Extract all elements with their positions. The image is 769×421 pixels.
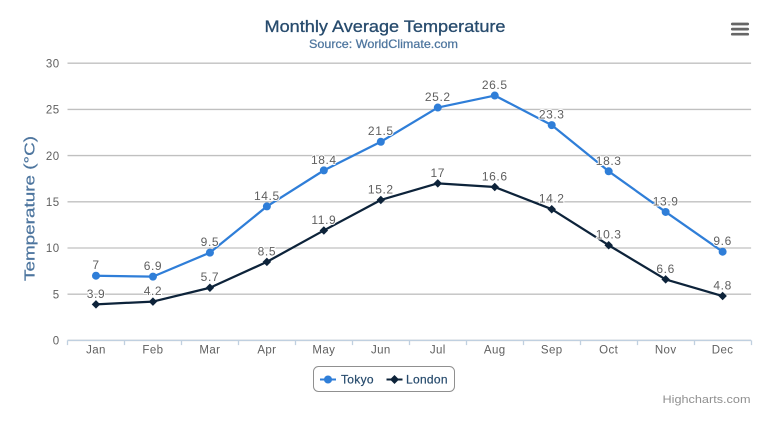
svg-text:Highcharts.com: Highcharts.com <box>663 394 751 406</box>
svg-text:6.6: 6.6 <box>656 262 674 276</box>
svg-text:5.7: 5.7 <box>201 270 219 284</box>
svg-text:Mar: Mar <box>199 345 220 357</box>
svg-text:17: 17 <box>430 166 445 180</box>
svg-text:4.8: 4.8 <box>713 279 731 293</box>
svg-text:Source: WorldClimate.com: Source: WorldClimate.com <box>309 37 458 51</box>
svg-text:16.6: 16.6 <box>482 170 508 184</box>
svg-text:Jul: Jul <box>430 345 446 357</box>
svg-text:10: 10 <box>46 243 60 255</box>
svg-text:Tokyo: Tokyo <box>341 373 374 387</box>
svg-text:Feb: Feb <box>142 345 163 357</box>
svg-text:13.9: 13.9 <box>653 194 679 208</box>
svg-text:8.5: 8.5 <box>258 244 276 258</box>
svg-text:0: 0 <box>53 336 60 348</box>
svg-text:9.6: 9.6 <box>713 234 731 248</box>
svg-text:30: 30 <box>46 58 60 70</box>
svg-text:Monthly Average Temperature: Monthly Average Temperature <box>265 17 506 36</box>
svg-text:Jan: Jan <box>86 345 106 357</box>
svg-text:Nov: Nov <box>655 345 677 357</box>
svg-text:London: London <box>406 373 448 387</box>
svg-text:18.3: 18.3 <box>596 154 622 168</box>
svg-text:26.5: 26.5 <box>482 78 508 92</box>
svg-text:23.3: 23.3 <box>539 108 565 122</box>
svg-text:4.2: 4.2 <box>144 284 162 298</box>
svg-text:14.5: 14.5 <box>254 189 280 203</box>
svg-text:Sep: Sep <box>541 345 563 357</box>
svg-text:11.9: 11.9 <box>311 213 336 227</box>
svg-text:5: 5 <box>53 289 60 301</box>
svg-text:25: 25 <box>46 105 60 117</box>
svg-text:Oct: Oct <box>599 345 618 357</box>
svg-text:14.2: 14.2 <box>539 192 565 206</box>
svg-text:May: May <box>312 345 335 357</box>
svg-text:Apr: Apr <box>257 345 276 357</box>
svg-text:10.3: 10.3 <box>596 228 622 242</box>
svg-text:20: 20 <box>46 151 60 163</box>
svg-text:Aug: Aug <box>484 345 506 357</box>
svg-text:Dec: Dec <box>712 345 734 357</box>
svg-text:21.5: 21.5 <box>368 124 394 138</box>
svg-text:15.2: 15.2 <box>368 182 394 196</box>
svg-text:Jun: Jun <box>371 345 391 357</box>
svg-text:25.2: 25.2 <box>425 90 451 104</box>
svg-text:9.5: 9.5 <box>201 235 219 249</box>
svg-text:Temperature (°C): Temperature (°C) <box>22 136 39 281</box>
svg-text:18.4: 18.4 <box>311 153 337 167</box>
svg-text:7: 7 <box>92 258 99 272</box>
svg-text:6.9: 6.9 <box>144 259 162 273</box>
svg-text:3.9: 3.9 <box>87 287 105 301</box>
svg-text:15: 15 <box>46 197 60 209</box>
